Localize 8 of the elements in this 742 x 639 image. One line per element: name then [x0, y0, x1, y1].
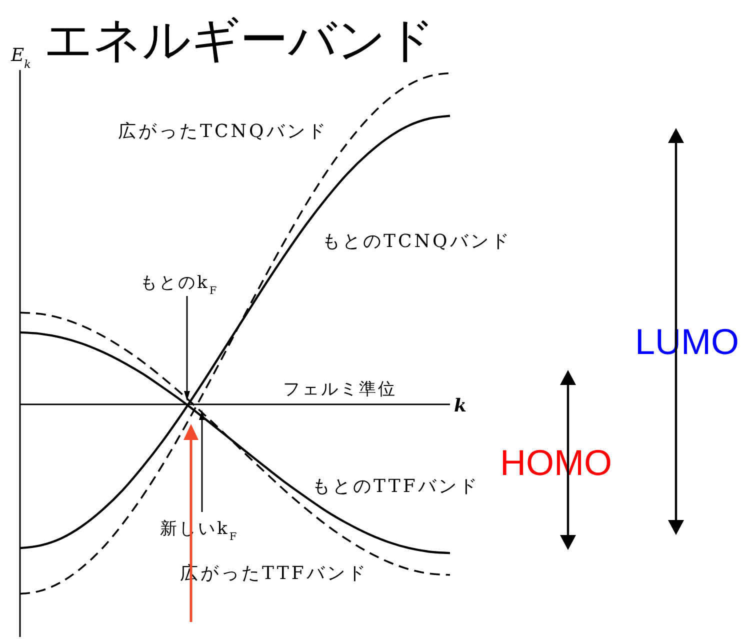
- x-axis-title: k: [454, 395, 466, 416]
- chart-title: エネルギーバンド: [44, 14, 435, 67]
- series-label: もとのTTFバンド: [312, 476, 480, 497]
- y-axis-title: E$_{k}$: [10, 45, 32, 70]
- series-label: もとのTCNQバンド: [322, 231, 512, 252]
- ref-line-label: フェルミ準位: [283, 379, 398, 400]
- series-label: 広がったTCNQバンド: [118, 121, 328, 142]
- annotation: もとのk$_{F}$: [140, 273, 219, 297]
